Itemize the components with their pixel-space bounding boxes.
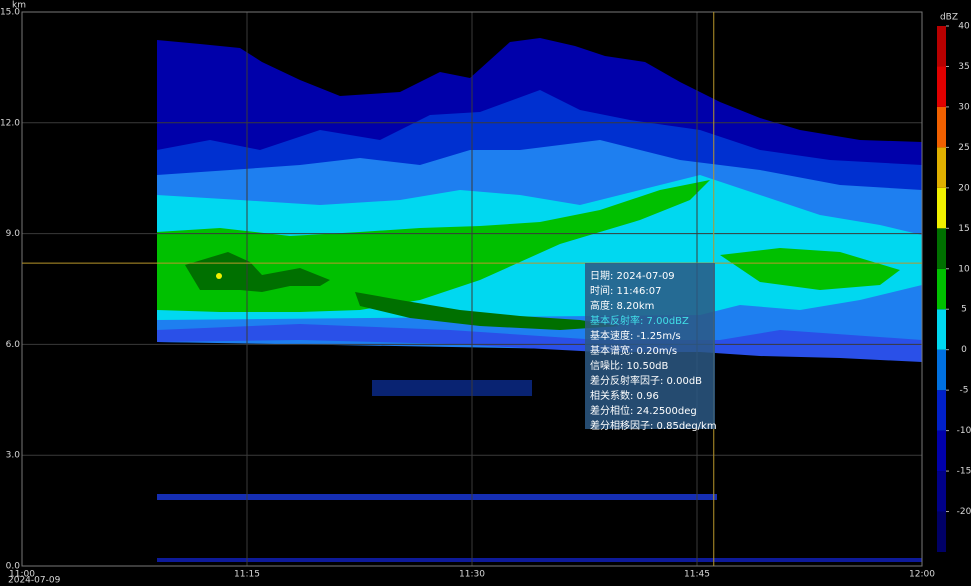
y-tick-label: 9.0 (6, 229, 21, 239)
colorbar-tick-label: 40 (958, 22, 970, 32)
echo-region (355, 292, 620, 330)
x-tick-label: 11:30 (459, 570, 485, 580)
colorbar-tick-label: 25 (958, 143, 969, 153)
echo-low (372, 380, 532, 396)
tooltip-box (585, 263, 715, 429)
tooltip-row: 日期: 2024-07-09 (590, 270, 675, 282)
tooltip-row: 差分相位: 24.2500deg (590, 404, 697, 417)
echo-fringe (157, 324, 922, 362)
colorbar-tick-label: 20 (958, 183, 970, 193)
tooltip-row: 时间: 11:46:07 (590, 284, 661, 297)
tooltip-row: 信噪比: 10.50dB (590, 360, 669, 372)
x-tick-label: 12:00 (909, 570, 935, 580)
colorbar-band (937, 106, 946, 148)
colorbar-band (937, 268, 946, 310)
colorbar-band (937, 228, 946, 269)
colorbar-label: dBZ (940, 13, 958, 23)
echo-region (185, 252, 330, 292)
tooltip-row: 基本谱宽: 0.20m/s (590, 344, 677, 357)
x-tick-label: 11:45 (684, 570, 710, 580)
x-tick-label: 11:00 (9, 570, 35, 580)
colorbar-band (937, 309, 946, 350)
colorbar-tick-label: 10 (958, 264, 970, 274)
tooltip-row: 高度: 8.20km (590, 299, 654, 312)
x-tick-label: 11:15 (234, 570, 260, 580)
tooltip-row: 相关系数: 0.96 (590, 389, 659, 402)
colorbar-tick-label: -5 (960, 386, 969, 396)
colorbar-band (937, 349, 946, 391)
colorbar-tick-label: 0 (961, 345, 967, 355)
colorbar-band (937, 147, 946, 188)
echo-core (216, 273, 222, 279)
date-label: 2024-07-09 (8, 576, 61, 586)
plot-frame (21, 11, 923, 567)
y-tick-label: 3.0 (6, 451, 21, 461)
echo-region (720, 248, 900, 290)
tooltip-row: 差分反射率因子: 0.00dB (590, 374, 702, 387)
colorbar-band (937, 390, 946, 431)
radar-field (157, 38, 922, 562)
echo-low (157, 494, 717, 500)
colorbar-tick-label: 35 (958, 62, 969, 72)
tooltip-row: 基本反射率: 7.00dBZ (590, 314, 689, 327)
tooltip-row: 基本速度: -1.25m/s (590, 329, 681, 342)
y-axis-label: km (12, 1, 26, 11)
colorbar-band (937, 26, 946, 67)
colorbar-band (937, 430, 946, 472)
colorbar-band (937, 471, 946, 512)
echo-low (157, 558, 922, 562)
y-tick-label: 15.0 (0, 8, 20, 18)
colorbar-tick-label: -15 (957, 467, 971, 477)
y-tick-label: 6.0 (6, 340, 21, 350)
colorbar-tick-label: -20 (957, 507, 971, 517)
colorbar-tick-label: 15 (958, 224, 969, 234)
colorbar-band (937, 187, 946, 229)
colorbar-tick-label: -10 (957, 426, 971, 436)
colorbar-band (937, 66, 946, 107)
colorbar-tick-label: 5 (961, 305, 967, 315)
colorbar-band (937, 511, 946, 552)
colorbar-tick-label: 30 (958, 102, 970, 112)
tooltip: 日期: 2024-07-09 时间: 11:46:07 高度: 8.20km 基本反射… (585, 263, 717, 432)
y-tick-label: 0.0 (6, 562, 21, 572)
y-tick-label: 12.0 (0, 118, 20, 128)
tooltip-row: 差分相移因子: 0.85deg/km (590, 419, 717, 432)
